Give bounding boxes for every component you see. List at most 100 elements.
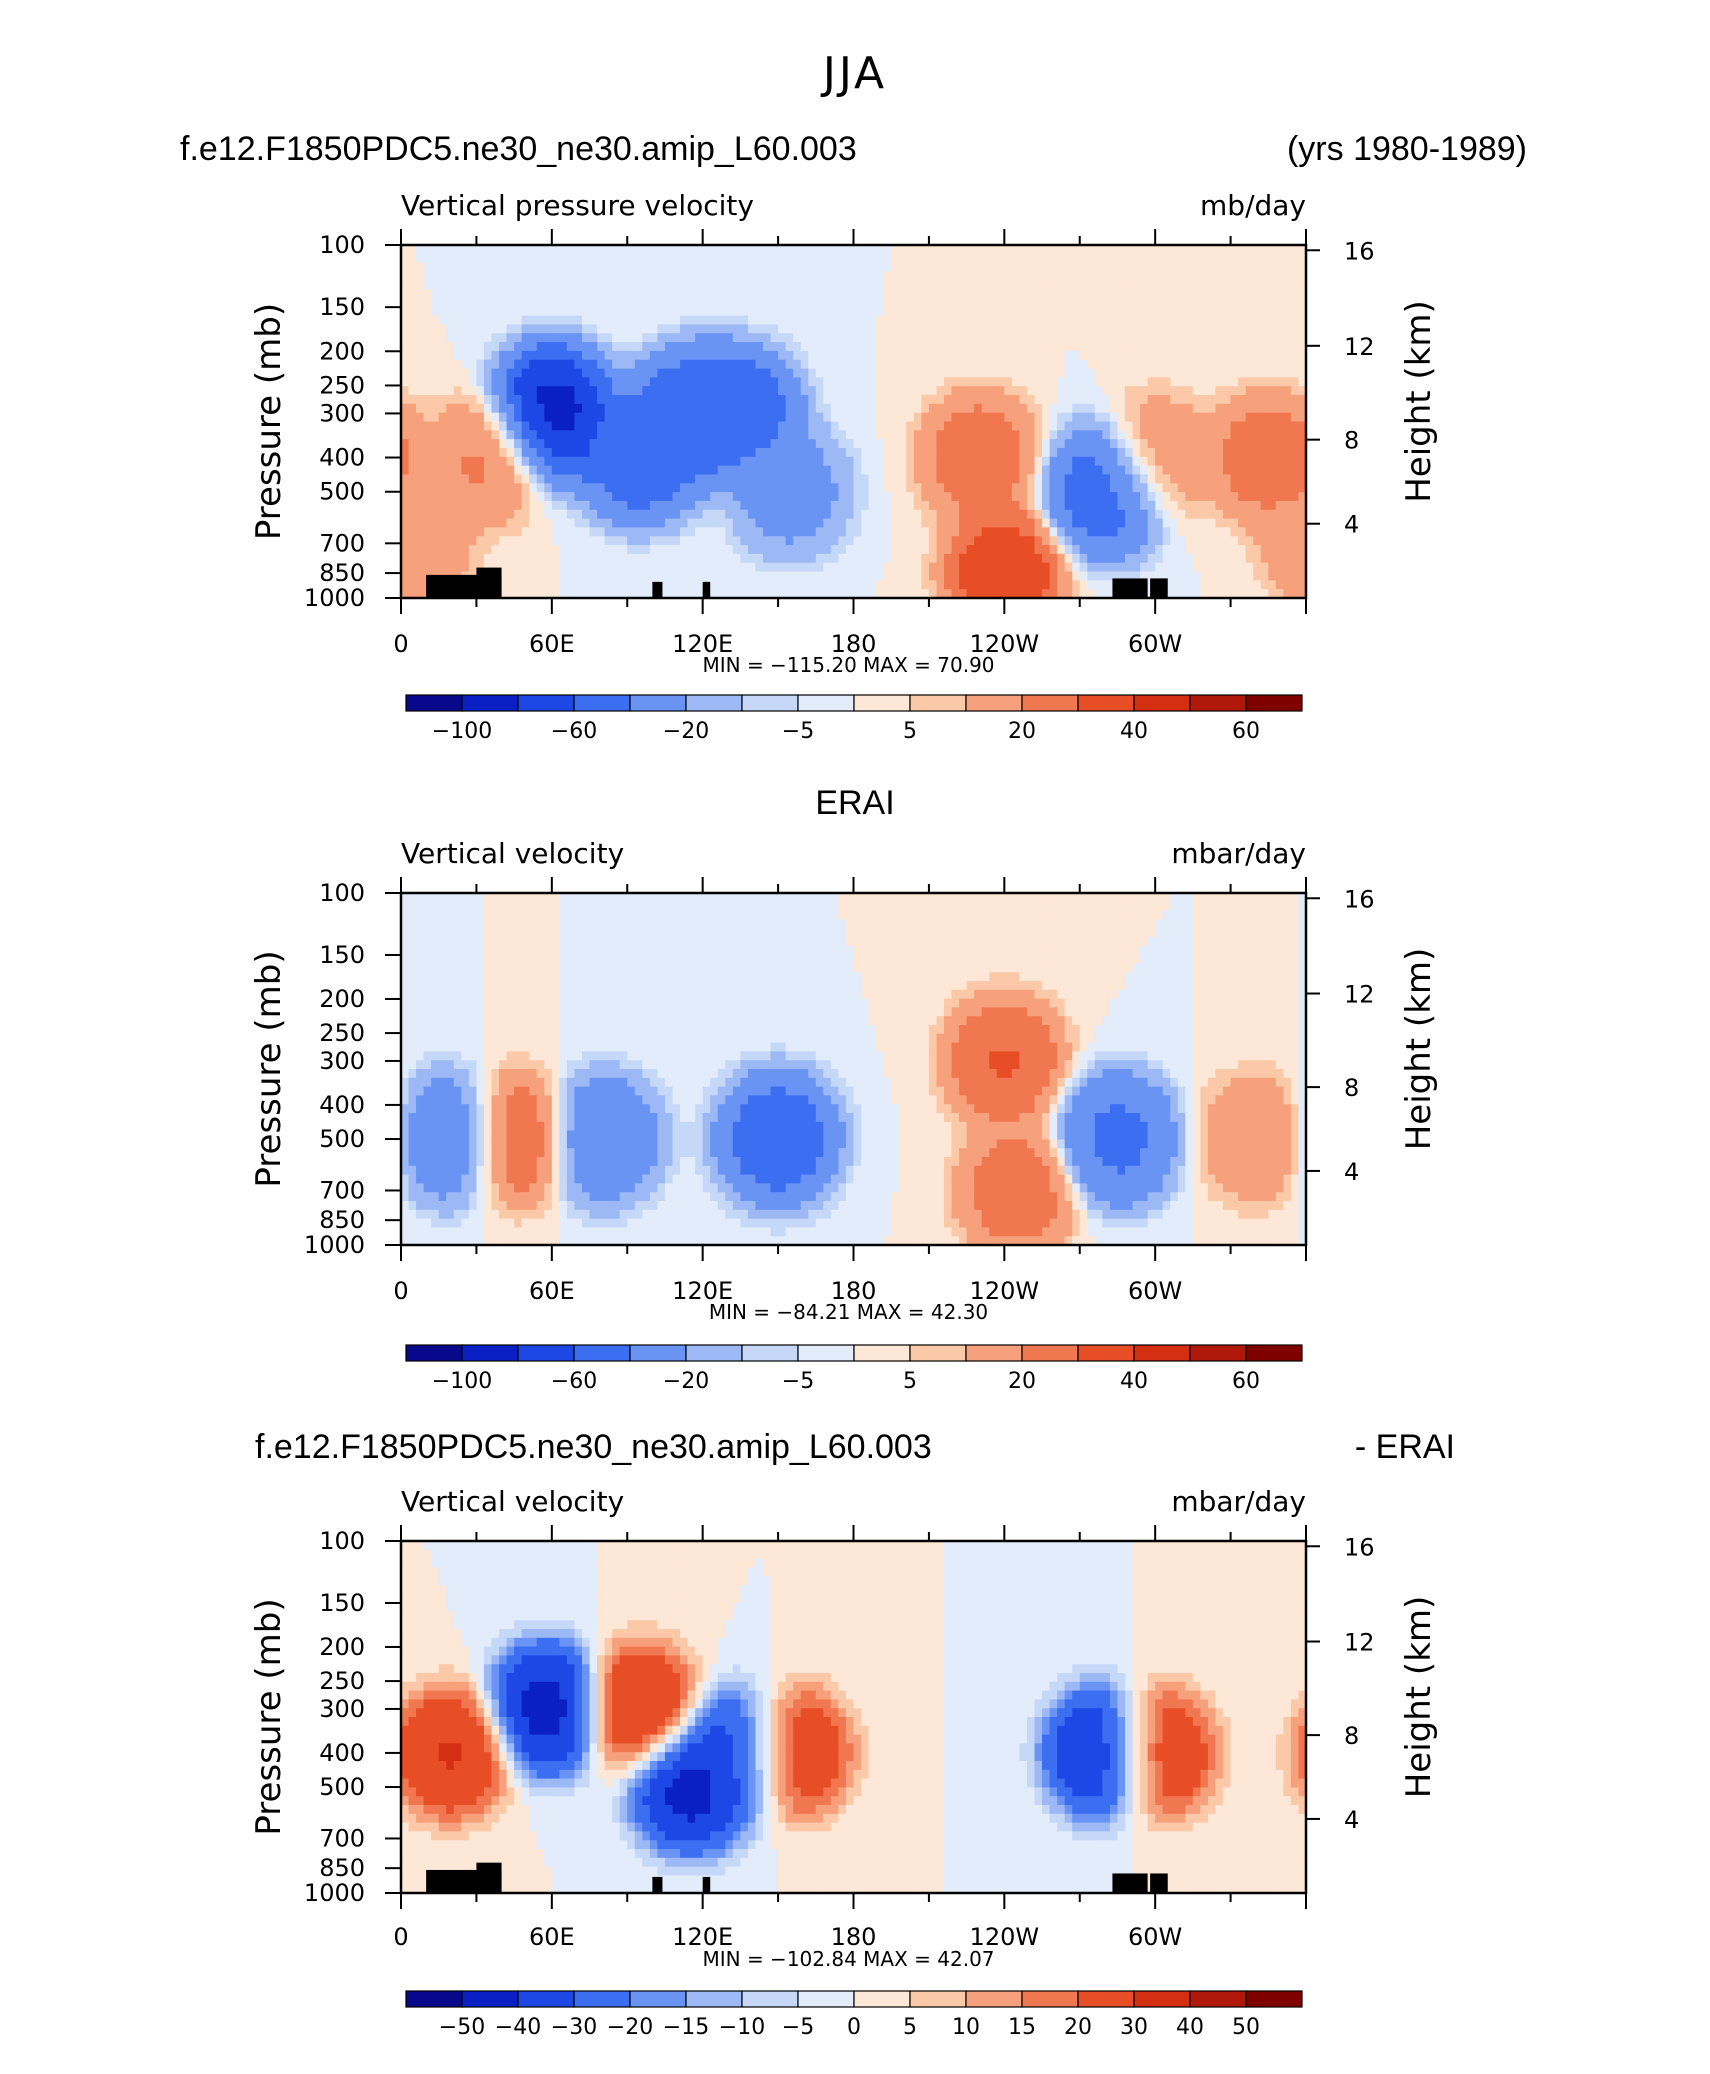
- heatmap-cell: [627, 536, 636, 546]
- colorbar-swatch: [685, 694, 743, 712]
- heatmap-cell: [1290, 262, 1300, 273]
- heatmap-cell: [1253, 571, 1262, 581]
- heatmap-cell: [649, 536, 659, 546]
- heatmap-cell: [1125, 492, 1134, 502]
- heatmap-cell: [566, 333, 576, 343]
- heatmap-cell: [1079, 271, 1088, 281]
- heatmap-cell: [996, 342, 1005, 352]
- heatmap-cell: [574, 377, 583, 387]
- heatmap-cell: [1011, 518, 1021, 528]
- heatmap-cell: [1200, 342, 1209, 352]
- heatmap-cell: [1253, 262, 1262, 273]
- heatmap-cell: [740, 245, 749, 255]
- heatmap-cell: [589, 271, 598, 281]
- heatmap-cell: [732, 589, 741, 599]
- heatmap-cell: [1162, 333, 1171, 343]
- heatmap-cell: [1132, 333, 1141, 343]
- heatmap-cell: [1026, 342, 1036, 352]
- heatmap-cell: [989, 562, 998, 573]
- heatmap-cell: [732, 500, 741, 511]
- heatmap-cell: [1207, 306, 1217, 317]
- heatmap-cell: [1011, 324, 1021, 334]
- heatmap-cell: [823, 306, 832, 317]
- heatmap-cell: [725, 412, 734, 423]
- heatmap-cell: [1298, 439, 1307, 449]
- heatmap-cell: [589, 342, 598, 352]
- heatmap-cell: [672, 324, 681, 334]
- heatmap-cell: [747, 315, 757, 326]
- heatmap-cell: [597, 342, 606, 352]
- heatmap-cell: [1147, 500, 1156, 511]
- heatmap-cell: [672, 580, 681, 590]
- heatmap-cell: [1102, 412, 1111, 423]
- heatmap-cell: [536, 430, 545, 440]
- heatmap-cell: [974, 545, 983, 555]
- heatmap-cell: [778, 412, 787, 423]
- heatmap-cell: [793, 439, 802, 449]
- heatmap-cell: [1140, 350, 1149, 361]
- heatmap-cell: [868, 280, 877, 290]
- heatmap-cell: [521, 447, 530, 458]
- heatmap-cell: [1207, 315, 1217, 326]
- heatmap-cell: [1207, 589, 1217, 599]
- heatmap-cell: [431, 447, 440, 458]
- heatmap-cell: [1230, 447, 1239, 458]
- heatmap-cell: [423, 447, 432, 458]
- heatmap-cell: [642, 589, 651, 599]
- heatmap-cell: [1049, 412, 1058, 423]
- heatmap-cell: [582, 368, 591, 378]
- heatmap-cell: [1064, 509, 1073, 520]
- heatmap-cell: [898, 536, 907, 546]
- heatmap-cell: [461, 553, 470, 564]
- heatmap-cell: [536, 492, 545, 502]
- heatmap-cell: [778, 589, 787, 599]
- heatmap-cell: [763, 280, 772, 290]
- heatmap-cell: [1087, 297, 1096, 308]
- heatmap-cell: [695, 324, 704, 334]
- heatmap-cell: [521, 306, 530, 317]
- heatmap-cell: [928, 545, 938, 555]
- y-tick-label: 250: [319, 371, 365, 399]
- heatmap-cell: [408, 403, 417, 414]
- heatmap-cell: [876, 545, 885, 555]
- heatmap-cell: [1162, 465, 1171, 476]
- heatmap-cell: [536, 509, 545, 520]
- heatmap-cell: [913, 253, 922, 264]
- heatmap-cell: [416, 271, 425, 281]
- heatmap-cell: [408, 1148, 417, 1158]
- heatmap-cell: [793, 447, 802, 458]
- heatmap-cell: [1004, 368, 1013, 378]
- heatmap-cell: [1026, 500, 1036, 511]
- heatmap-cell: [906, 456, 915, 467]
- heatmap-cell: [868, 368, 877, 378]
- heatmap-cell: [702, 315, 711, 326]
- heatmap-cell: [823, 245, 832, 255]
- heatmap-cell: [1162, 553, 1171, 564]
- heatmap-cell: [1019, 553, 1028, 564]
- heatmap-cell: [483, 553, 493, 564]
- heatmap-cell: [499, 253, 508, 264]
- heatmap-cell: [687, 386, 696, 396]
- heatmap-cell: [996, 359, 1005, 370]
- heatmap-cell: [401, 1077, 410, 1088]
- heatmap-cell: [627, 456, 636, 467]
- heatmap-cell: [966, 262, 975, 273]
- heatmap-cell: [416, 536, 425, 546]
- heatmap-cell: [868, 386, 877, 396]
- heatmap-cell: [529, 580, 538, 590]
- heatmap-cell: [1290, 350, 1300, 361]
- heatmap-cell: [1275, 280, 1284, 290]
- heatmap-cell: [1026, 403, 1036, 414]
- heatmap-cell: [483, 280, 493, 290]
- heatmap-cell: [725, 368, 734, 378]
- heatmap-cell: [401, 1174, 410, 1184]
- heatmap-cell: [1140, 315, 1149, 326]
- heatmap-cell: [1087, 500, 1096, 511]
- heatmap-cell: [1155, 439, 1164, 449]
- heatmap-cell: [1162, 306, 1171, 317]
- heatmap-cell: [1290, 580, 1300, 590]
- x-tick-label: 0: [393, 630, 408, 658]
- heatmap-cell: [936, 474, 945, 484]
- heatmap-cell: [951, 253, 960, 264]
- heatmap-cell: [815, 359, 824, 370]
